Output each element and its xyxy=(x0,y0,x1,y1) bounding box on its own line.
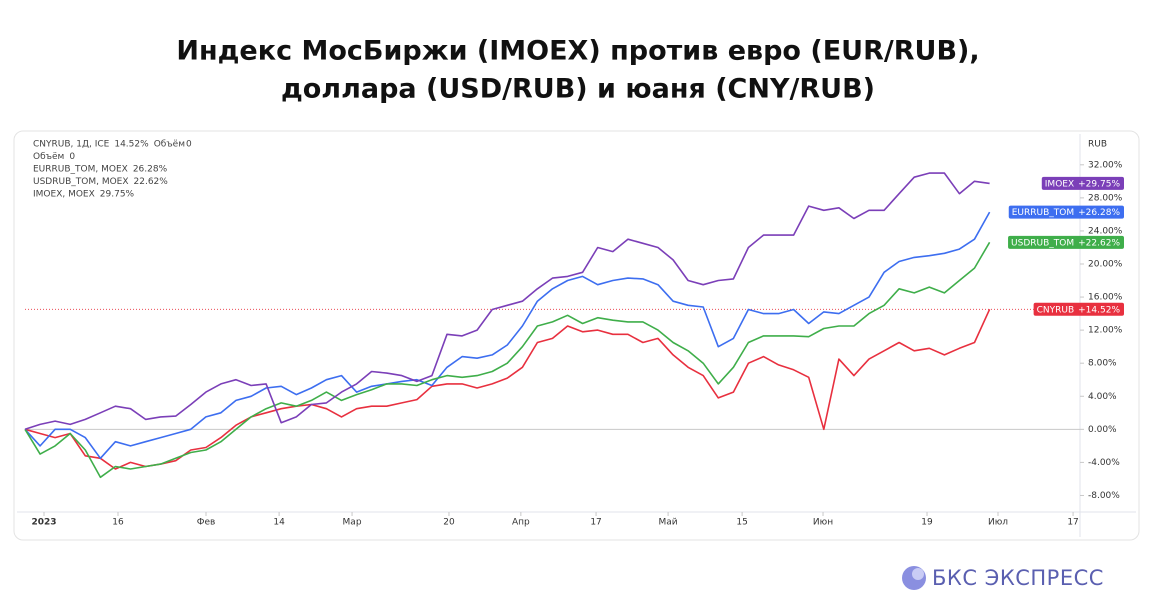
legend-text: Объём xyxy=(33,152,64,162)
tag-box xyxy=(1033,302,1124,316)
y-tick-label: -8.00% xyxy=(1088,491,1120,501)
legend-text: CNYRUB, 1Д, ICE xyxy=(33,140,110,150)
x-tick-label: 16 xyxy=(112,518,124,528)
x-tick-label: Июл xyxy=(988,518,1008,528)
chart-card xyxy=(13,130,1140,541)
y-tick-label: 24.00% xyxy=(1088,226,1123,236)
legend-text: 0 xyxy=(186,140,192,150)
series-line xyxy=(24,241,991,479)
legend-text: 14.52% xyxy=(114,140,149,150)
series-tag: EURRUB_TOM +26.28% xyxy=(1008,205,1124,219)
y-tick-label: -4.00% xyxy=(1088,458,1120,468)
x-tick-label: 17 xyxy=(1067,518,1078,528)
y-tick-label: 8.00% xyxy=(1088,359,1117,369)
y-tick-label: 12.00% xyxy=(1088,326,1123,336)
series-line xyxy=(24,211,991,460)
x-tick-label: 19 xyxy=(921,518,933,528)
legend-text: 0 xyxy=(69,152,75,162)
tag-name: CNYRUB xyxy=(1037,305,1075,315)
legend-text: USDRUB_TOM, MOEX xyxy=(33,177,129,187)
tag-value: +26.28% xyxy=(1078,208,1120,218)
y-tick-label: 4.00% xyxy=(1088,392,1117,402)
tag-box xyxy=(1041,176,1124,190)
tag-name: USDRUB_TOM xyxy=(1011,238,1074,248)
x-tick-label: 14 xyxy=(273,518,285,528)
legend-text: IMOEX, MOEX xyxy=(33,190,95,200)
y-tick-label: 28.00% xyxy=(1088,193,1123,203)
brand-logo xyxy=(912,568,924,580)
chart-title: доллара (USD/RUB) и юаня (CNY/RUB) xyxy=(281,74,875,105)
x-tick-label: Фев xyxy=(197,518,216,528)
series-line xyxy=(24,172,990,431)
tag-box xyxy=(1008,205,1124,219)
x-tick-label: Июн xyxy=(813,518,833,528)
legend-text: EURRUB_TOM, MOEX xyxy=(33,165,128,175)
tag-name: IMOEX xyxy=(1045,179,1074,189)
legend-text: 26.28% xyxy=(133,165,168,175)
series-tag: USDRUB_TOM +22.62% xyxy=(1008,235,1124,249)
x-tick-label: Апр xyxy=(512,518,530,528)
x-tick-label: 15 xyxy=(736,518,747,528)
tag-name: EURRUB_TOM xyxy=(1012,208,1074,218)
x-tick-label: 20 xyxy=(443,518,455,528)
series-tag: CNYRUB +14.52% xyxy=(1033,302,1124,316)
chart-title: Индекс МосБиржи (IMOEX) против евро (EUR… xyxy=(176,36,979,67)
y-tick-label: 0.00% xyxy=(1088,425,1117,435)
legend-text: Объём xyxy=(154,140,185,150)
x-tick-label: Мар xyxy=(343,518,362,528)
y-tick-label: 20.00% xyxy=(1088,260,1123,270)
legend-text: 29.75% xyxy=(100,190,135,200)
tag-value: +14.52% xyxy=(1078,305,1120,315)
y-tick-label: 16.00% xyxy=(1088,293,1123,303)
legend-text: 22.62% xyxy=(134,177,169,187)
axis-unit: RUB xyxy=(1088,140,1107,150)
series-line xyxy=(24,308,991,470)
series-tag: IMOEX +29.75% xyxy=(1041,176,1124,190)
y-tick-label: 32.00% xyxy=(1088,160,1123,170)
tag-value: +22.62% xyxy=(1078,238,1120,248)
tag-box xyxy=(1008,235,1124,249)
brand: БКС ЭКСПРЕСС xyxy=(932,566,1104,590)
tag-value: +29.75% xyxy=(1078,179,1120,189)
x-tick-label: 2023 xyxy=(31,518,56,528)
x-tick-label: 17 xyxy=(590,518,601,528)
x-tick-label: Май xyxy=(659,518,678,528)
